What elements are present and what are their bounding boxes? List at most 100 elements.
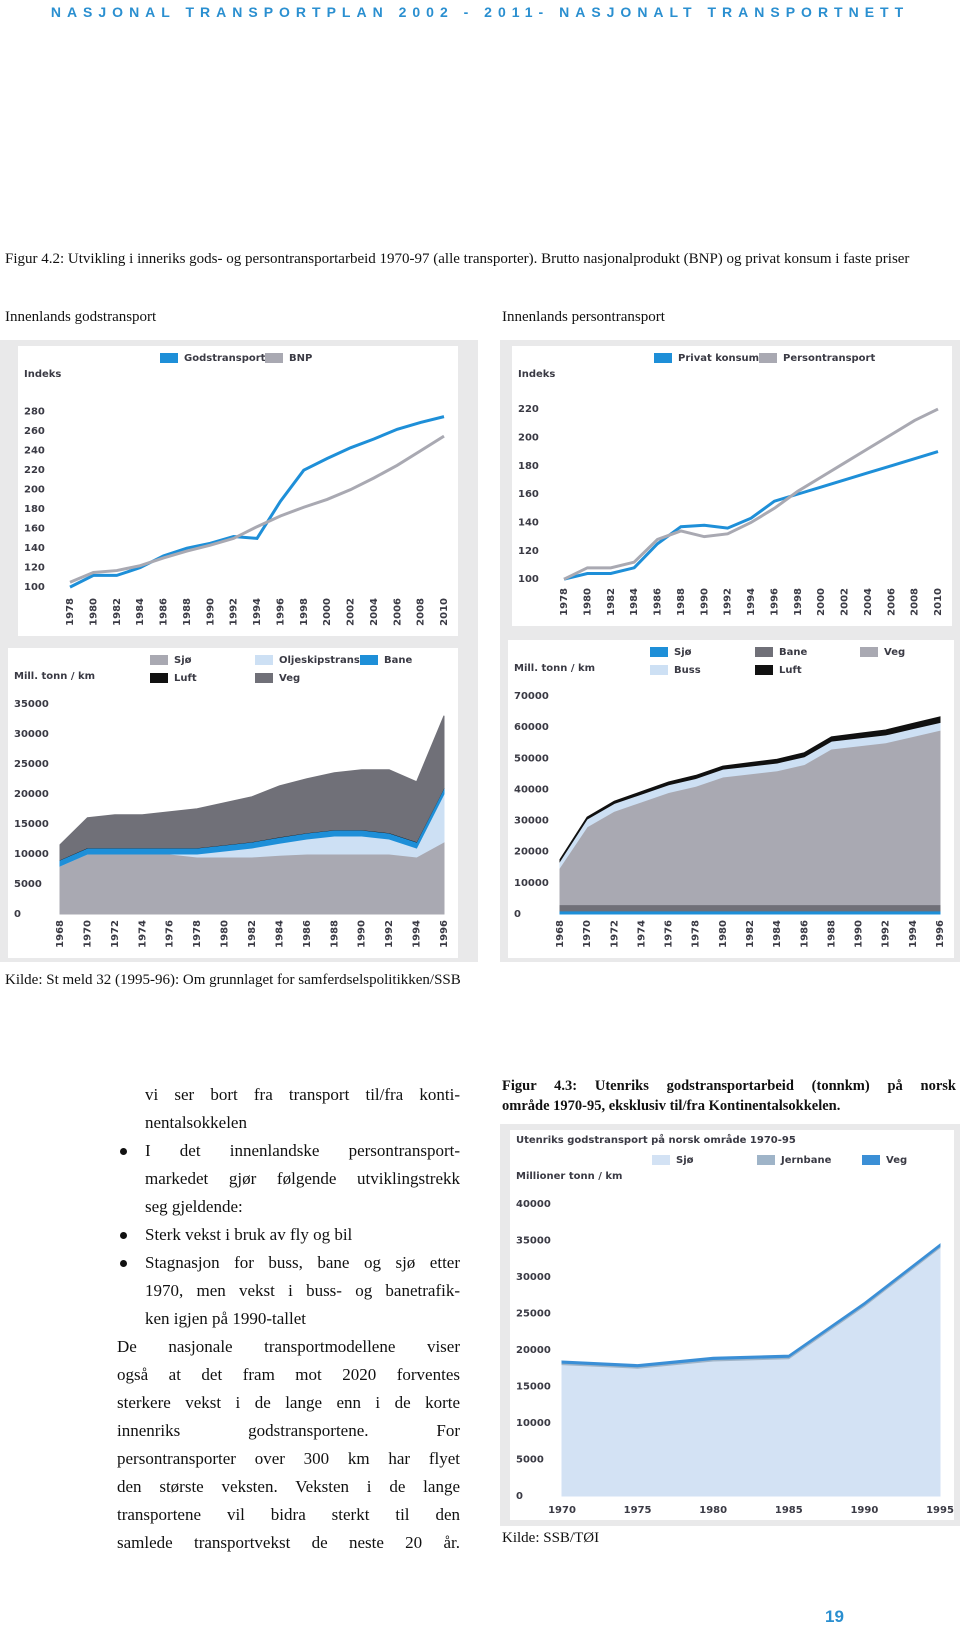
- x-tick-label: 1988: [182, 598, 193, 626]
- x-tick-label: 1984: [629, 588, 640, 616]
- text-line: De nasjonale transportmodellene viser: [117, 1337, 460, 1356]
- y-tick-label: 30000: [516, 1272, 551, 1283]
- y-tick-label: 40000: [516, 1199, 551, 1210]
- y-tick-label: 100: [518, 574, 539, 585]
- x-tick-label: 1994: [252, 598, 263, 626]
- legend-label: Buss: [674, 665, 701, 676]
- x-tick-label: 1990: [205, 598, 216, 626]
- page-number: 19: [825, 1607, 844, 1626]
- x-tick-label: 1975: [624, 1505, 652, 1516]
- text-line: transportene vil bidra sterkt til den: [117, 1505, 460, 1524]
- y-tick-label: 240: [24, 446, 45, 457]
- text-line: markedet gjør følgende utviklingstrekk: [145, 1169, 460, 1188]
- legend-swatch: [160, 353, 178, 363]
- text-line: Stagnasjon for buss, bane og sjø etter: [145, 1253, 460, 1272]
- legend-label: Bane: [779, 647, 807, 658]
- legend-label: Oljeskipstrans: [279, 655, 360, 666]
- x-tick-label: 1978: [65, 598, 76, 626]
- y-tick-label: 25000: [516, 1309, 551, 1320]
- y-tick-label: 120: [518, 546, 539, 557]
- x-tick-label: 1970: [82, 920, 93, 948]
- panel-title: Innenlands persontransport: [502, 309, 665, 325]
- running-header: NASJONAL TRANSPORTPLAN 2002 - 2011- NASJ…: [50, 4, 910, 20]
- x-tick-label: 1982: [745, 920, 756, 948]
- chart: Mill. tonn / km 0 5000 10000 15000 20000 25000…: [8, 648, 458, 958]
- text-line: vi ser bort fra transport til/fra konti-: [145, 1085, 460, 1104]
- x-tick-label: 1978: [192, 920, 203, 948]
- x-tick-label: 1968: [555, 920, 566, 948]
- x-tick-label: 1992: [384, 920, 395, 948]
- y-tick-label: 0: [514, 909, 521, 920]
- x-tick-label: 1994: [746, 588, 757, 616]
- x-tick-label: 1980: [582, 588, 593, 616]
- chart: Indeks 100 120 140 160 180 200 220 240 260 280 1978…: [18, 346, 458, 636]
- x-tick-label: 1985: [775, 1505, 803, 1516]
- legend-swatch: [265, 353, 283, 363]
- x-tick-label: 2006: [886, 588, 897, 616]
- legend-label: Veg: [279, 673, 300, 684]
- y-tick-label: 0: [516, 1491, 523, 1502]
- y-tick-label: 140: [518, 517, 539, 528]
- legend-label: Sjø: [674, 647, 692, 658]
- y-tick-label: 15000: [14, 819, 49, 830]
- text-line: den største veksten. Veksten i de lange: [117, 1477, 460, 1496]
- x-tick-label: 1995: [926, 1505, 954, 1516]
- x-tick-label: 2010: [439, 598, 450, 626]
- legend-label: Godstransport: [184, 353, 266, 364]
- y-tick-label: 220: [24, 465, 45, 476]
- legend-swatch: [150, 673, 168, 683]
- x-tick-label: 2008: [416, 598, 427, 626]
- x-tick-label: 2004: [863, 588, 874, 616]
- y-tick-label: 100: [24, 582, 45, 593]
- y-tick-label: 10000: [514, 878, 549, 889]
- x-tick-label: 1970: [548, 1505, 576, 1516]
- x-tick-label: 1988: [826, 920, 837, 948]
- legend-swatch: [650, 647, 668, 657]
- y-tick-label: 15000: [516, 1382, 551, 1393]
- x-tick-label: 1996: [439, 920, 450, 948]
- y-tick-label: 0: [14, 909, 21, 920]
- x-tick-label: 1992: [723, 588, 734, 616]
- x-tick-label: 1994: [908, 920, 919, 948]
- x-tick-label: 1986: [799, 920, 810, 948]
- x-tick-label: 1996: [769, 588, 780, 616]
- x-tick-label: 1984: [772, 920, 783, 948]
- x-tick-label: 2010: [933, 588, 944, 616]
- y-tick-label: 20000: [516, 1345, 551, 1356]
- x-tick-label: 1980: [718, 920, 729, 948]
- y-tick-label: 200: [24, 485, 45, 496]
- y-tick-label: 70000: [514, 691, 549, 702]
- x-tick-label: 1994: [412, 920, 423, 948]
- bullet: [120, 1260, 127, 1267]
- legend-label: Luft: [779, 665, 802, 676]
- y-tick-label: 180: [518, 461, 539, 472]
- figure-source: Kilde: St meld 32 (1995-96): Om grunnlag…: [5, 972, 461, 988]
- stacked-area: [559, 729, 941, 906]
- legend-swatch: [759, 353, 777, 363]
- y-tick-label: 5000: [516, 1455, 544, 1466]
- y-tick-label: 160: [518, 489, 539, 500]
- legend-swatch: [650, 665, 668, 675]
- x-tick-label: 1992: [881, 920, 892, 948]
- x-tick-label: 1992: [229, 598, 240, 626]
- x-tick-label: 2008: [910, 588, 921, 616]
- x-tick-label: 1968: [55, 920, 66, 948]
- legend-swatch: [757, 1155, 775, 1165]
- legend-label: Persontransport: [783, 353, 875, 364]
- text-line: ken igjen på 1990-tallet: [145, 1309, 306, 1328]
- text-line: nentalsokkelen: [145, 1113, 247, 1132]
- x-tick-label: 1996: [275, 598, 286, 626]
- caption-line: område 1970-95, eksklusiv til/fra Kontin…: [502, 1098, 841, 1114]
- x-tick-label: 1980: [88, 598, 99, 626]
- x-tick-label: 2000: [816, 588, 827, 616]
- y-tick-label: 35000: [14, 699, 49, 710]
- x-tick-label: 2006: [392, 598, 403, 626]
- y-axis-label: Millioner tonn / km: [516, 1171, 622, 1182]
- y-axis-label: Mill. tonn / km: [514, 663, 595, 674]
- legend-swatch: [755, 647, 773, 657]
- x-tick-label: 1990: [854, 920, 865, 948]
- x-tick-label: 1990: [850, 1505, 878, 1516]
- y-tick-label: 10000: [516, 1418, 551, 1429]
- x-tick-label: 1982: [606, 588, 617, 616]
- y-tick-label: 35000: [516, 1236, 551, 1247]
